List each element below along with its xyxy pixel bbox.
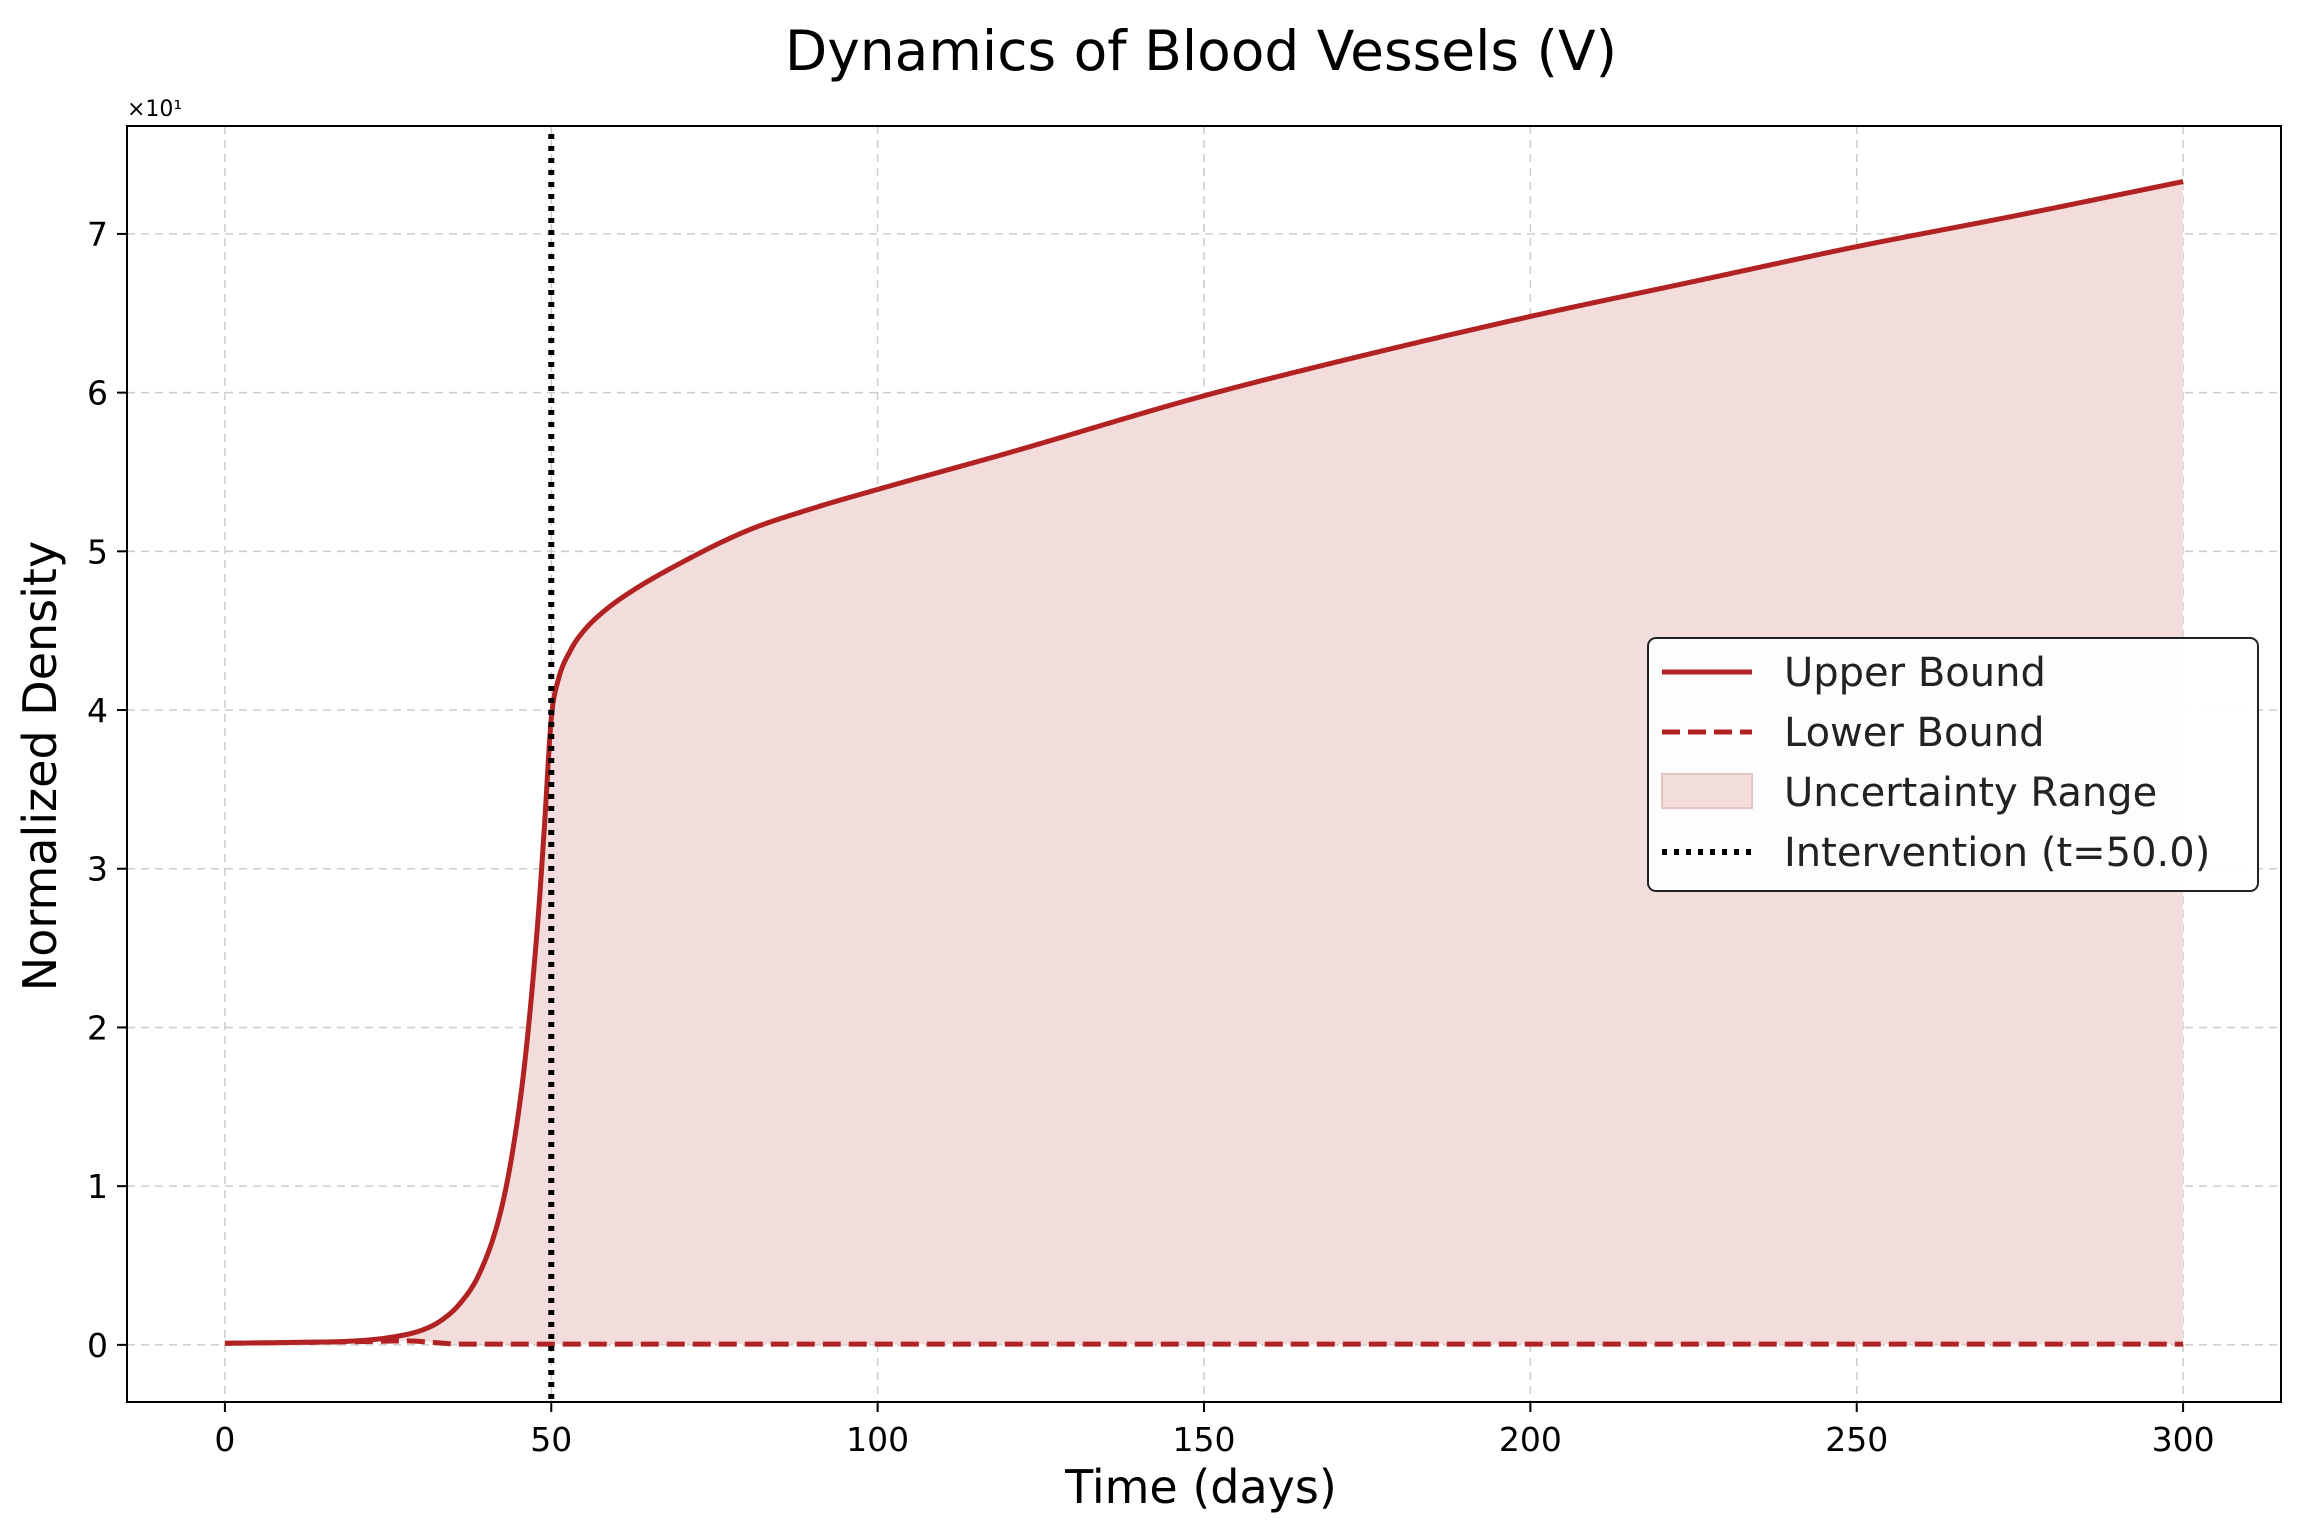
legend-box	[1647, 637, 2259, 892]
y-tick-label: 5	[87, 532, 108, 571]
x-tick-label: 150	[1173, 1420, 1236, 1459]
x-axis: 0 50 100 150 200 250 300	[214, 1402, 2215, 1459]
y-tick-label: 7	[87, 215, 108, 254]
y-axis-label: Normalized Density	[13, 541, 67, 991]
legend-upper-bound-label: Upper Bound	[1784, 650, 2046, 696]
x-axis-label: Time (days)	[1064, 1460, 1337, 1514]
legend-uncertainty-swatch	[1661, 773, 1753, 809]
x-tick-label: 50	[530, 1420, 572, 1459]
uncertainty-range-fill	[224, 181, 2184, 1345]
legend-lower-bound-label: Lower Bound	[1784, 710, 2045, 756]
y-tick-label: 6	[87, 374, 108, 413]
y-tick-label: 2	[87, 1008, 108, 1047]
x-tick-label: 300	[2152, 1420, 2215, 1459]
upper-bound-line	[224, 179, 2184, 1346]
x-tick-label: 250	[1825, 1420, 1888, 1459]
y-axis: 0 1 2 3 4 5 6 7	[87, 215, 127, 1365]
y-tick-label: 0	[87, 1326, 108, 1365]
legend-intervention-label: Intervention (t=50.0)	[1784, 830, 2210, 876]
x-tick-label: 100	[846, 1420, 909, 1459]
legend: Upper Bound Lower Bound Uncertainty Rang…	[1647, 637, 2259, 892]
chart-title: Dynamics of Blood Vessels (V)	[785, 19, 1617, 83]
x-tick-label: 200	[1499, 1420, 1562, 1459]
y-tick-label: 4	[87, 691, 108, 730]
y-offset-label: ×10¹	[127, 97, 182, 122]
y-tick-label: 3	[87, 850, 108, 889]
x-tick-label: 0	[214, 1420, 235, 1459]
legend-uncertainty-label: Uncertainty Range	[1784, 770, 2157, 816]
lower-bound-line	[224, 1338, 2184, 1347]
y-tick-label: 1	[87, 1167, 108, 1206]
